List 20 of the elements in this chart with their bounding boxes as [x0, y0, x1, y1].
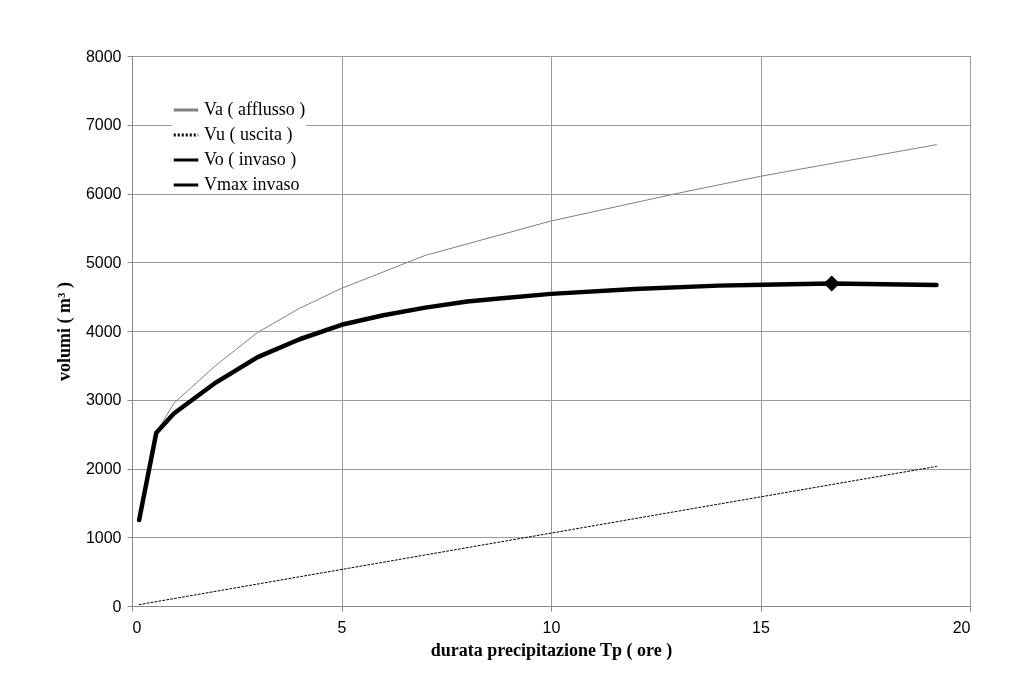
- legend-label: Va ( afflusso ): [204, 99, 306, 120]
- legend-label: Vo ( invaso ): [204, 149, 297, 170]
- y-tick-label: 0: [112, 597, 122, 615]
- x-axis-title: durata precipitazione Tp ( ore ): [430, 639, 673, 661]
- x-tick-label: 0: [132, 618, 142, 636]
- x-tick-label: 15: [752, 618, 770, 636]
- legend-label: Vmax invaso: [204, 174, 300, 194]
- y-tick-label: 8000: [85, 47, 122, 65]
- y-tick-label: 5000: [85, 253, 122, 271]
- y-tick-label: 6000: [85, 185, 122, 202]
- y-tick-label: 1000: [85, 528, 122, 546]
- y-tick-label: 4000: [85, 322, 122, 340]
- y-tick-label: 2000: [85, 460, 122, 477]
- y-axis-title: volumi ( m³ ): [53, 282, 75, 381]
- y-tick-label: 3000: [85, 391, 122, 409]
- x-tick-label: 20: [952, 618, 971, 636]
- legend-label: Vu ( uscita ): [204, 124, 293, 145]
- y-tick-label: 7000: [85, 116, 122, 134]
- x-tick-label: 10: [542, 618, 561, 636]
- x-tick-label: 5: [337, 618, 347, 636]
